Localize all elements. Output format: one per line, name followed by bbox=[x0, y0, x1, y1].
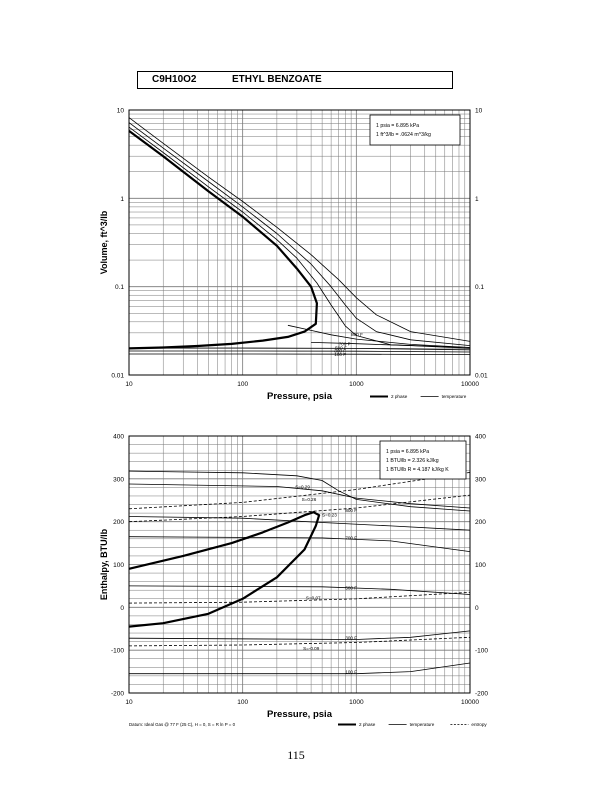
legend-label: 2 phase bbox=[359, 722, 376, 727]
entropy-line bbox=[128, 636, 471, 647]
conversion-note: 1 psia = 6.895 kPa bbox=[376, 123, 419, 129]
conversion-notes-box bbox=[379, 440, 467, 480]
entropy-label: S=-0.09 bbox=[303, 646, 320, 651]
isotherm-line bbox=[128, 483, 471, 509]
entropy-label: S=0.26 bbox=[302, 497, 317, 502]
x-tick-label: 100 bbox=[237, 381, 248, 388]
isotherm-line bbox=[128, 126, 471, 348]
y-tick-label-right: 0.1 bbox=[475, 284, 484, 291]
y-tick-label-right: 200 bbox=[475, 519, 486, 526]
isotherm-label: 100 F bbox=[345, 670, 357, 675]
isotherm-label: 500 F bbox=[345, 585, 357, 590]
y-tick-label-right: 1 bbox=[475, 196, 479, 203]
entropy-label: S=0.23 bbox=[322, 513, 337, 518]
isotherm-label: 500 F bbox=[335, 345, 347, 350]
isotherm-line bbox=[129, 350, 471, 353]
entropy-line bbox=[128, 472, 471, 510]
x-tick-label: 1000 bbox=[349, 381, 364, 388]
two-phase-curve bbox=[128, 511, 321, 628]
legend-label: entropy bbox=[471, 722, 487, 727]
y-tick-label-right: 10 bbox=[475, 108, 483, 115]
legend-label: temperature bbox=[442, 394, 467, 399]
y-tick-label: 0.01 bbox=[111, 373, 124, 380]
y-tick-label: 100 bbox=[113, 562, 124, 569]
isotherm-line bbox=[128, 536, 471, 552]
legend-label: 2 phase bbox=[391, 394, 408, 399]
y-axis-label: Enthalpy, BTU/lb bbox=[99, 528, 109, 600]
two-phase-curve bbox=[128, 130, 318, 350]
isotherm-line bbox=[311, 342, 471, 349]
y-tick-label: 0 bbox=[120, 605, 124, 612]
isotherm-label: 700 F bbox=[339, 342, 351, 347]
entropy-label: S=0.07 bbox=[306, 596, 321, 601]
conversion-note: 1 psia = 6.895 kPa bbox=[386, 449, 429, 455]
isotherm-line bbox=[128, 117, 471, 342]
y-tick-label-right: 100 bbox=[475, 562, 486, 569]
conversion-note: 1 BTU/lb R = 4.187 kJ/kg K bbox=[386, 467, 449, 473]
entropy-line bbox=[128, 494, 471, 523]
y-tick-label: -200 bbox=[111, 691, 124, 698]
y-tick-label-right: 400 bbox=[475, 434, 486, 441]
y-tick-label: 200 bbox=[113, 519, 124, 526]
compound-name: ETHYL BENZOATE bbox=[232, 74, 322, 85]
x-tick-label: 10000 bbox=[461, 699, 479, 706]
isotherm-label: 100 F bbox=[334, 352, 346, 357]
conversion-note: 1 ft^3/lb = .0624 m^3/kg bbox=[376, 132, 431, 138]
legend-label: temperature bbox=[410, 722, 435, 727]
y-tick-label: 400 bbox=[113, 434, 124, 441]
isotherm-label: 800 F bbox=[345, 508, 357, 513]
conversion-note: 1 BTU/lb = 2.326 kJ/kg bbox=[386, 458, 439, 464]
y-tick-label: 1 bbox=[120, 196, 124, 203]
isotherm-line bbox=[129, 347, 471, 351]
isotherm-line bbox=[129, 662, 471, 675]
x-tick-label: 10000 bbox=[461, 381, 479, 388]
conversion-notes-box bbox=[369, 114, 461, 146]
datum-footnote: Datum: Ideal Gas @ 77 F (25 C), H = 0, S… bbox=[129, 722, 236, 727]
chart-title-box: C9H10O2 ETHYL BENZOATE bbox=[137, 71, 453, 89]
isotherm-line bbox=[128, 630, 471, 640]
x-axis-label: Pressure, psia bbox=[267, 391, 333, 402]
plot-frame bbox=[128, 109, 471, 376]
page-number: 115 bbox=[287, 748, 305, 762]
isotherm-line bbox=[287, 324, 471, 348]
x-tick-label: 1000 bbox=[349, 699, 364, 706]
x-tick-label: 100 bbox=[237, 699, 248, 706]
x-tick-label: 10 bbox=[125, 699, 133, 706]
isotherm-label: 300 F bbox=[334, 348, 346, 353]
isotherm-label: 300 F bbox=[345, 635, 357, 640]
isotherm-label: 700 F bbox=[345, 536, 357, 541]
plot-frame bbox=[128, 435, 471, 694]
isotherm-label: 800 F bbox=[351, 332, 363, 337]
y-tick-label-right: -200 bbox=[475, 691, 488, 698]
isotherm-line bbox=[128, 516, 471, 531]
y-tick-label-right: -100 bbox=[475, 648, 488, 655]
compound-formula: C9H10O2 bbox=[152, 74, 197, 85]
y-tick-label-right: 0.01 bbox=[475, 373, 488, 380]
y-tick-label-right: 300 bbox=[475, 476, 486, 483]
y-tick-label: 300 bbox=[113, 476, 124, 483]
y-tick-label: -100 bbox=[111, 648, 124, 655]
entropy-line bbox=[128, 591, 471, 604]
y-axis-label: Volume, ft^3/lb bbox=[99, 210, 109, 274]
x-tick-label: 10 bbox=[125, 381, 133, 388]
isotherm-line bbox=[128, 470, 471, 512]
isotherm-line bbox=[129, 353, 471, 356]
x-axis-label: Pressure, psia bbox=[267, 709, 333, 720]
isotherm-line bbox=[128, 585, 471, 595]
isotherm-line bbox=[128, 122, 471, 346]
y-tick-label: 0.1 bbox=[115, 284, 124, 291]
entropy-label: S=0.29 bbox=[295, 484, 310, 489]
y-tick-label: 10 bbox=[117, 108, 125, 115]
y-tick-label-right: 0 bbox=[475, 605, 479, 612]
